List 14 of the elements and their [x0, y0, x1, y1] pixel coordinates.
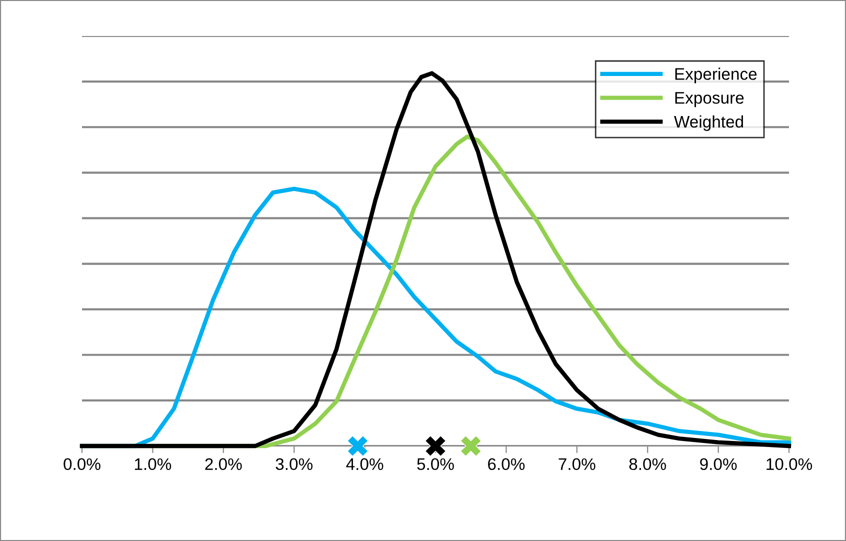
- x-tick-label: 7.0%: [558, 458, 596, 470]
- x-tick-label: 5.0%: [417, 458, 454, 470]
- legend-label: Exposure: [675, 92, 744, 108]
- x-tick-label: 6.0%: [488, 458, 525, 470]
- x-tick-label: 2.0%: [205, 458, 242, 470]
- x-tick-label: 8.0%: [629, 458, 666, 470]
- legend-label: Weighted: [674, 115, 743, 131]
- x-tick-label: 0.0%: [64, 458, 100, 470]
- x-tick-label: 4.0%: [346, 458, 384, 470]
- x-tick-label: 10.0%: [766, 458, 812, 470]
- x-tick-label: 1.0%: [134, 458, 172, 470]
- legend-label: Experience: [675, 68, 757, 84]
- x-tick-label: 3.0%: [276, 458, 312, 470]
- x-tick-label: 9.0%: [700, 458, 737, 470]
